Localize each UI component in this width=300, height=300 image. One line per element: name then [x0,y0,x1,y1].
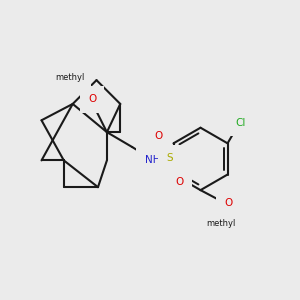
Text: methyl: methyl [206,219,235,228]
Text: S: S [166,153,172,163]
Text: O: O [155,131,163,141]
Text: Cl: Cl [236,118,246,128]
Text: methyl: methyl [55,73,84,82]
Text: O: O [224,199,232,208]
Text: O: O [176,177,184,187]
Text: O: O [88,94,96,104]
Text: NH: NH [145,155,160,165]
